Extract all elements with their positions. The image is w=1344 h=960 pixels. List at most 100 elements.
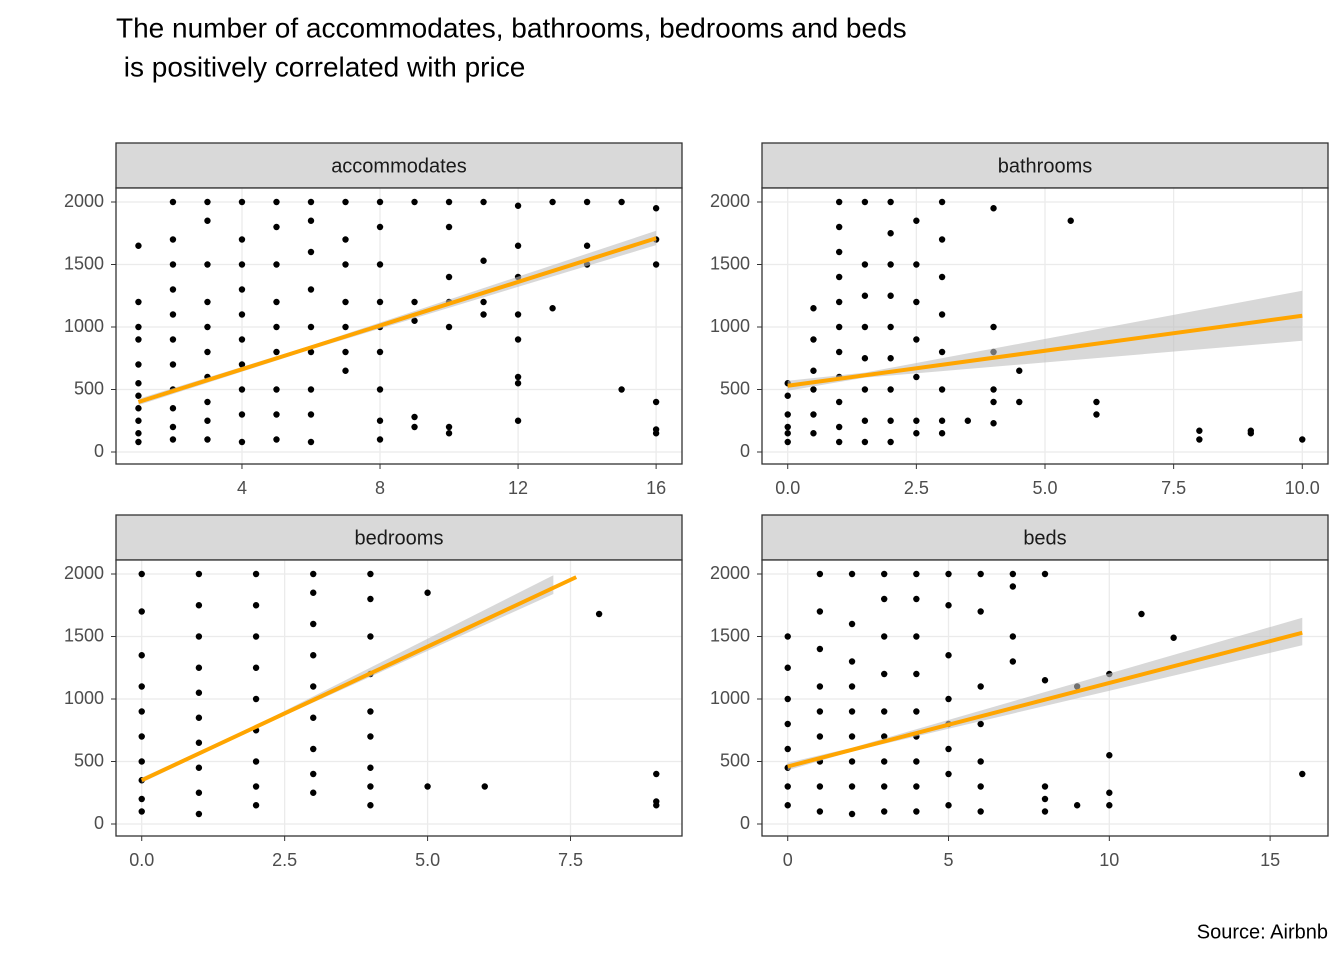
point — [977, 570, 984, 578]
point — [861, 261, 869, 268]
y-tick-label: 500 — [74, 378, 104, 398]
point — [376, 386, 384, 393]
point — [881, 783, 888, 790]
point — [273, 223, 280, 231]
point — [990, 205, 997, 212]
point — [135, 361, 142, 368]
point — [169, 198, 177, 206]
point — [307, 286, 315, 293]
point — [204, 417, 211, 424]
point — [652, 398, 660, 406]
confidence-band — [787, 290, 1303, 391]
point — [816, 808, 824, 815]
x-tick-label: 4 — [237, 478, 247, 498]
point — [835, 323, 843, 331]
y-tick-label: 500 — [720, 750, 750, 770]
y-tick-label: 2000 — [64, 563, 104, 583]
point — [195, 602, 203, 609]
x-tick-label: 0.0 — [129, 850, 154, 870]
y-tick-label: 1000 — [710, 316, 750, 336]
point — [169, 336, 177, 343]
point — [816, 783, 824, 790]
point — [273, 386, 280, 393]
point — [169, 236, 177, 243]
point — [195, 739, 203, 746]
point — [816, 608, 824, 615]
point — [307, 411, 315, 418]
point — [810, 305, 817, 312]
x-tick-label: 10 — [1099, 850, 1119, 870]
point — [881, 708, 888, 715]
strip-label: bathrooms — [998, 155, 1093, 177]
point — [195, 789, 203, 796]
point — [1067, 217, 1074, 224]
point — [887, 230, 894, 237]
point — [881, 808, 888, 815]
fit-line — [140, 575, 578, 783]
panel — [116, 188, 682, 464]
point — [342, 323, 349, 331]
point — [204, 348, 211, 356]
point — [913, 373, 920, 381]
point — [376, 198, 384, 206]
point — [945, 770, 952, 778]
point — [310, 789, 317, 796]
y-tick-label: 2000 — [710, 191, 750, 211]
point — [252, 570, 260, 578]
point — [238, 236, 246, 243]
point — [583, 242, 591, 249]
point — [913, 808, 920, 815]
point — [913, 570, 920, 578]
point — [1041, 677, 1049, 684]
point — [514, 380, 522, 387]
point — [913, 708, 920, 715]
point — [784, 411, 791, 418]
point — [445, 198, 453, 206]
point — [310, 652, 317, 659]
point — [784, 423, 791, 431]
point — [1138, 610, 1145, 618]
point — [310, 683, 317, 690]
y-tick-label: 500 — [720, 378, 750, 398]
point — [977, 720, 984, 728]
point — [273, 411, 280, 418]
point — [514, 373, 522, 381]
point — [784, 783, 791, 790]
point — [938, 430, 946, 437]
point — [138, 795, 145, 803]
y-tick-label: 0 — [94, 441, 104, 461]
y-tick-label: 0 — [94, 813, 104, 833]
point — [514, 202, 522, 209]
point — [784, 745, 791, 753]
point — [445, 430, 453, 437]
point — [1009, 570, 1017, 578]
point — [195, 689, 203, 696]
point — [307, 348, 315, 356]
point — [938, 386, 946, 393]
point — [238, 311, 246, 318]
point — [938, 417, 946, 424]
point — [835, 248, 843, 256]
chart-title: is positively correlated with price — [116, 51, 525, 82]
strip-label: bedrooms — [355, 527, 444, 549]
point — [307, 323, 315, 331]
x-tick-label: 0 — [783, 850, 793, 870]
point — [367, 802, 374, 809]
point — [810, 386, 817, 393]
point — [252, 783, 260, 790]
point — [204, 323, 211, 331]
point — [1009, 633, 1017, 640]
x-tick-label: 2.5 — [904, 478, 929, 498]
point — [411, 317, 418, 324]
point — [342, 348, 349, 356]
point — [835, 398, 843, 406]
point — [135, 380, 142, 387]
point — [887, 386, 894, 393]
point — [252, 802, 260, 809]
point — [1106, 802, 1113, 809]
point — [835, 298, 843, 306]
point — [549, 305, 556, 312]
point — [135, 405, 142, 412]
point — [1106, 752, 1113, 759]
point — [480, 198, 487, 206]
